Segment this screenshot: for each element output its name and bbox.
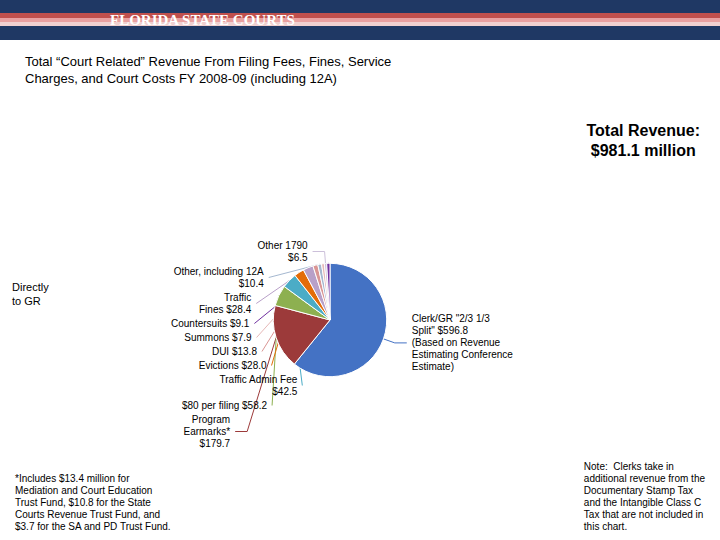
svg-text:Program: Program <box>192 414 230 425</box>
svg-text:Directly: Directly <box>12 281 49 293</box>
svg-text:$42.5: $42.5 <box>272 386 297 397</box>
svg-text:$3.7 for the SA and PD Trust F: $3.7 for the SA and PD Trust Fund. <box>15 521 171 532</box>
svg-text:Courts Revenue Trust Fund, and: Courts Revenue Trust Fund, and <box>15 509 160 520</box>
svg-text:*Includes $13.4 million for: *Includes $13.4 million for <box>15 473 130 484</box>
svg-text:(Based on Revenue: (Based on Revenue <box>412 337 501 348</box>
svg-text:FLORIDA STATE COURTS: FLORIDA STATE COURTS <box>110 12 295 28</box>
svg-text:Note: Clerks take in: Note: Clerks take in <box>584 461 674 472</box>
svg-text:Mediation and Court Education: Mediation and Court Education <box>15 485 152 496</box>
svg-text:$179.7: $179.7 <box>200 438 231 449</box>
svg-text:Evictions $28.0: Evictions $28.0 <box>199 360 267 371</box>
svg-text:$10.4: $10.4 <box>239 278 264 289</box>
svg-text:Charges, and Court Costs FY 20: Charges, and Court Costs FY 2008-09 (inc… <box>25 71 337 86</box>
svg-text:Countersuits $9.1: Countersuits $9.1 <box>171 318 250 329</box>
svg-text:$80 per filing $58.2: $80 per filing $58.2 <box>182 400 268 411</box>
svg-text:Fines $28.4: Fines $28.4 <box>199 304 252 315</box>
svg-text:Total Revenue:: Total Revenue: <box>587 122 701 139</box>
svg-text:and the Intangible Class C: and the Intangible Class C <box>584 497 701 508</box>
svg-text:Other, including 12A: Other, including 12A <box>174 266 264 277</box>
svg-text:to GR: to GR <box>12 295 41 307</box>
svg-text:$6.5: $6.5 <box>288 252 308 263</box>
svg-text:Clerk/GR "2/3 1/3: Clerk/GR "2/3 1/3 <box>412 313 490 324</box>
svg-text:DUI $13.8: DUI $13.8 <box>212 346 257 357</box>
svg-text:Documentary Stamp Tax: Documentary Stamp Tax <box>584 485 693 496</box>
svg-text:Estimate): Estimate) <box>412 361 454 372</box>
svg-text:Summons $7.9: Summons $7.9 <box>184 332 252 343</box>
svg-text:Tax that are not included in: Tax that are not included in <box>584 509 704 520</box>
svg-text:additional revenue from the: additional revenue from the <box>584 473 706 484</box>
svg-text:Split" $596.8: Split" $596.8 <box>412 325 469 336</box>
svg-text:Traffic Admin Fee: Traffic Admin Fee <box>220 374 298 385</box>
svg-text:Trust Fund, $10.8 for the Stat: Trust Fund, $10.8 for the State <box>15 497 151 508</box>
svg-text:Traffic: Traffic <box>224 292 251 303</box>
svg-text:this chart.: this chart. <box>584 521 627 532</box>
svg-text:Estimating Conference: Estimating Conference <box>412 349 514 360</box>
svg-text:Total “Court Related” Revenue: Total “Court Related” Revenue From Filin… <box>25 54 391 69</box>
svg-text:Other 1790: Other 1790 <box>258 240 308 251</box>
svg-text:Earmarks*: Earmarks* <box>183 426 230 437</box>
svg-text:$981.1 million: $981.1 million <box>591 142 696 159</box>
